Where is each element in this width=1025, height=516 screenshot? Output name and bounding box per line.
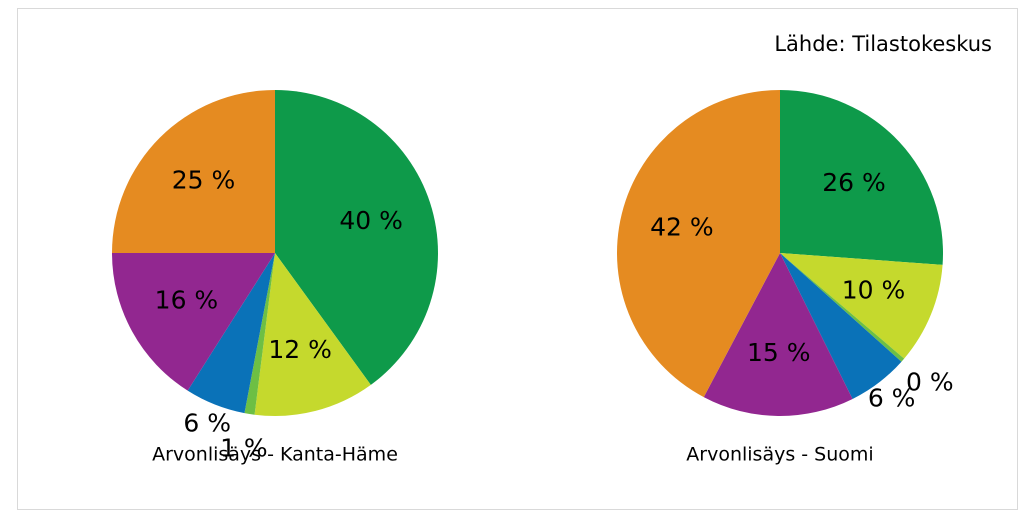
source: Lähde: Tilastokeskus — [774, 32, 992, 56]
chart-title: Arvonlisäys - Suomi — [686, 444, 873, 466]
pie-slice — [275, 90, 438, 385]
pie-slice — [187, 253, 275, 414]
data-label: 42 % — [650, 213, 714, 242]
pie-slice — [780, 253, 902, 399]
pie-slice — [112, 90, 275, 253]
pie-slice — [616, 90, 780, 398]
data-label: 6 % — [868, 384, 916, 413]
data-label: 26 % — [822, 168, 886, 197]
pie-slice — [244, 253, 275, 415]
pie-slice — [112, 253, 275, 391]
data-label: 10 % — [842, 275, 906, 304]
data-label: 1 % — [220, 433, 268, 462]
pie-slice — [780, 253, 905, 362]
data-label: 16 % — [155, 286, 219, 315]
chart-title: Arvonlisäys - Kanta-Häme — [152, 444, 398, 466]
pie-slice — [254, 253, 371, 416]
pie-slice — [780, 90, 943, 265]
data-label: 40 % — [339, 206, 403, 235]
pie-slice — [703, 253, 853, 416]
data-label: 12 % — [268, 335, 332, 364]
data-label: 15 % — [747, 338, 811, 367]
data-label: 0 % — [906, 368, 954, 397]
data-label: 6 % — [183, 408, 231, 437]
data-label: 25 % — [172, 166, 236, 195]
pie-slice — [780, 253, 943, 359]
